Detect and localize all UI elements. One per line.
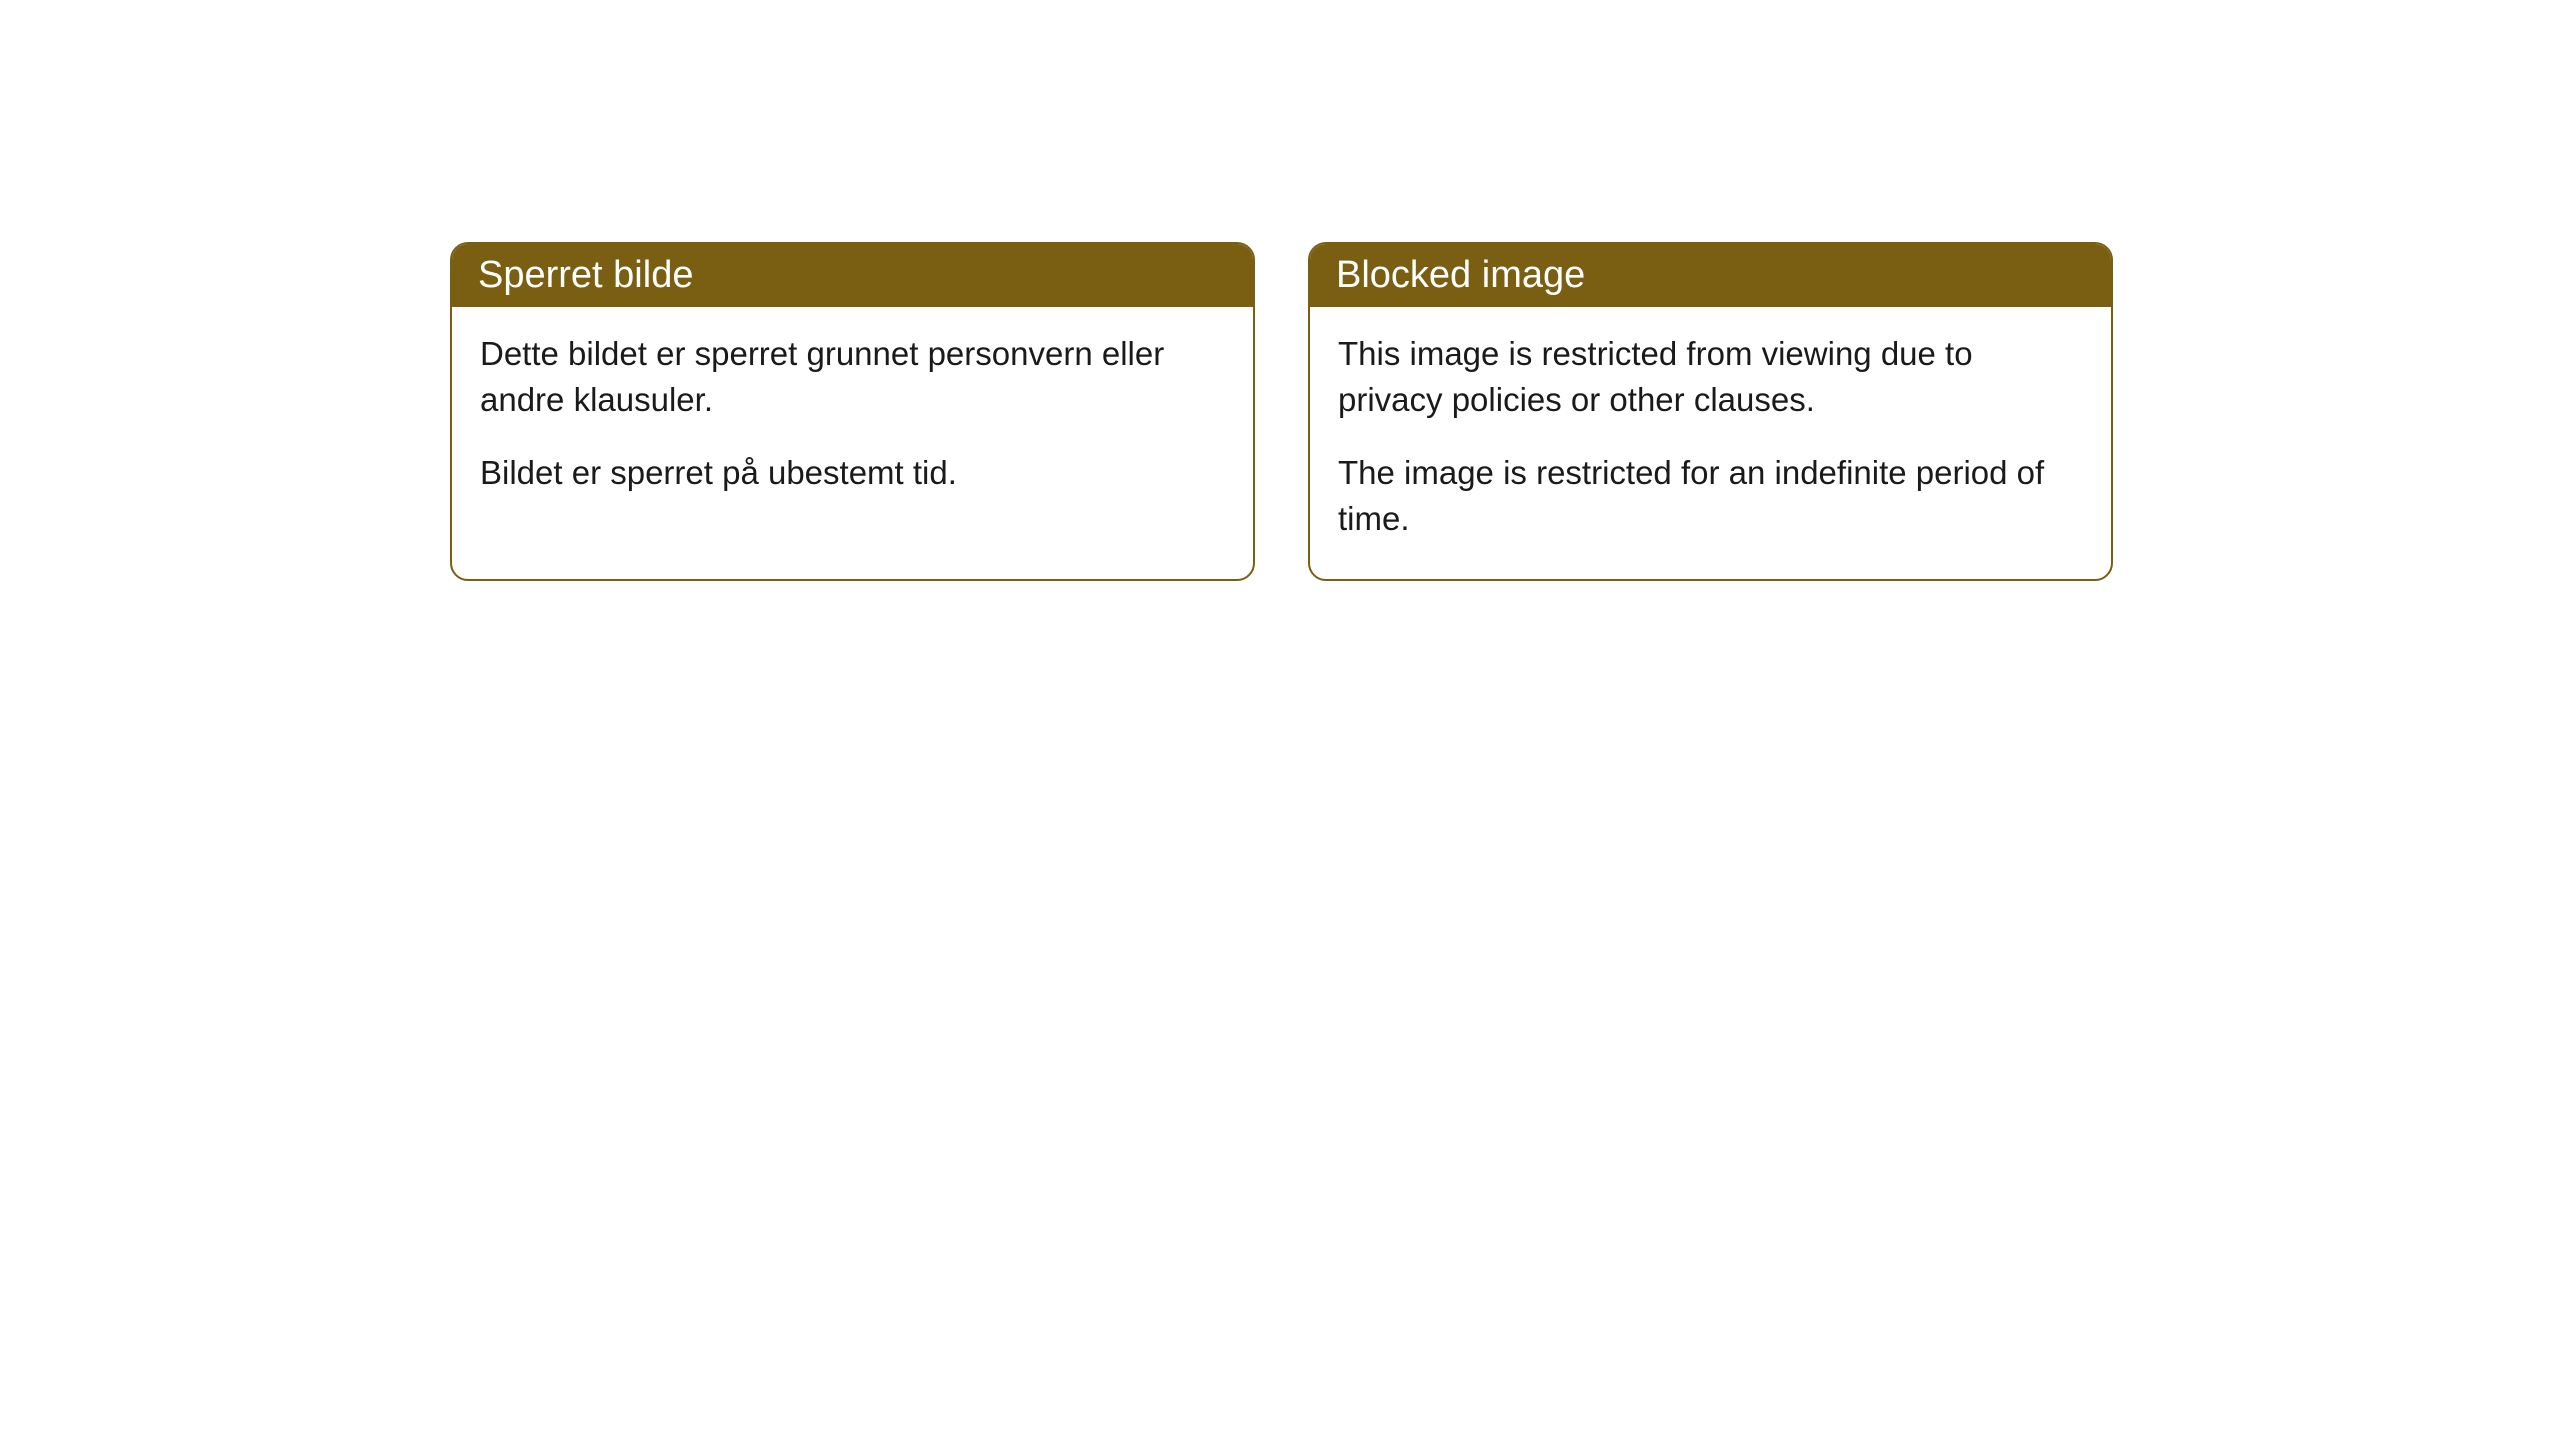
notice-cards-container: Sperret bilde Dette bildet er sperret gr…	[450, 242, 2113, 581]
card-body-norwegian: Dette bildet er sperret grunnet personve…	[452, 307, 1253, 534]
notice-card-norwegian: Sperret bilde Dette bildet er sperret gr…	[450, 242, 1255, 581]
card-title: Sperret bilde	[478, 254, 693, 296]
card-paragraph: The image is restricted for an indefinit…	[1338, 450, 2083, 541]
card-paragraph: Bildet er sperret på ubestemt tid.	[480, 450, 1225, 496]
card-paragraph: This image is restricted from viewing du…	[1338, 331, 2083, 422]
card-paragraph: Dette bildet er sperret grunnet personve…	[480, 331, 1225, 422]
card-body-english: This image is restricted from viewing du…	[1310, 307, 2111, 579]
card-title: Blocked image	[1336, 254, 1585, 296]
card-header-english: Blocked image	[1310, 244, 2111, 307]
card-header-norwegian: Sperret bilde	[452, 244, 1253, 307]
notice-card-english: Blocked image This image is restricted f…	[1308, 242, 2113, 581]
